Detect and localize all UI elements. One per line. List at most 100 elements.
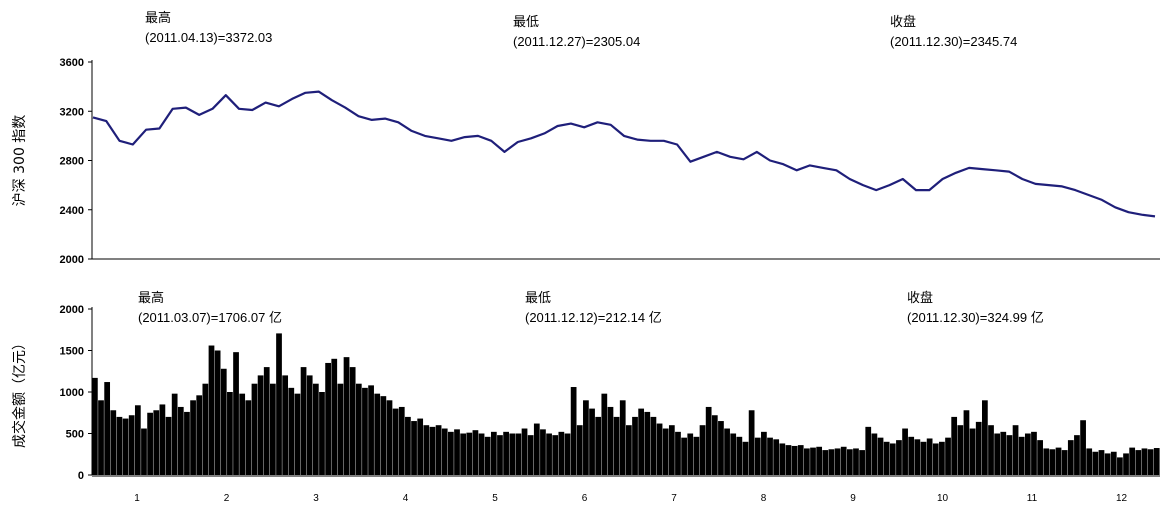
turnover-bar	[417, 418, 424, 475]
turnover-bar	[484, 436, 491, 475]
turnover-bar	[853, 448, 859, 475]
turnover-bar	[761, 431, 767, 475]
turnover-bar	[1018, 436, 1025, 475]
turnover-bar	[859, 450, 865, 475]
turnover-bar	[1123, 453, 1129, 475]
turnover-bar	[1031, 431, 1037, 475]
turnover-bar	[908, 436, 915, 475]
turnover-bar	[374, 393, 381, 475]
turnover-bar	[466, 432, 473, 475]
turnover-bar	[398, 406, 405, 475]
turnover-bar	[263, 367, 270, 475]
bottom-y-axis-label: 成交金额（亿元）	[11, 336, 28, 448]
turnover-bar	[1074, 435, 1080, 475]
x-tick-label: 1	[134, 493, 140, 504]
top-annotation-close: 收盘 (2011.12.30)=2345.74	[890, 12, 1017, 52]
x-tick-label: 7	[671, 493, 677, 504]
bottom-y-tick-label: 1000	[60, 387, 84, 399]
turnover-bar	[1037, 440, 1043, 475]
turnover-bar	[681, 437, 687, 475]
turnover-bar	[626, 425, 632, 475]
turnover-bar	[951, 416, 958, 475]
top-y-tick-label: 2800	[60, 156, 84, 168]
turnover-bar	[877, 437, 884, 475]
turnover-bar	[589, 408, 595, 475]
turnover-bar	[883, 441, 890, 475]
x-tick-label: 10	[937, 493, 949, 504]
turnover-bar	[705, 406, 712, 475]
turnover-bar	[656, 423, 663, 475]
bottom-y-tick-label: 500	[66, 429, 84, 441]
turnover-bar	[1067, 440, 1074, 475]
turnover-bar	[969, 428, 976, 475]
turnover-bar	[362, 387, 368, 475]
turnover-bar	[889, 443, 896, 475]
turnover-bar	[736, 436, 743, 475]
x-tick-label: 4	[403, 493, 409, 504]
turnover-bar	[441, 428, 448, 475]
turnover-bar	[1098, 450, 1105, 475]
turnover-bar	[914, 439, 921, 475]
turnover-bar	[896, 440, 902, 475]
top-y-tick-label: 3200	[60, 106, 84, 118]
turnover-bar	[699, 425, 706, 475]
turnover-bar	[208, 345, 215, 475]
turnover-bar	[171, 393, 178, 475]
turnover-bar	[454, 429, 460, 475]
top-y-tick-label: 2000	[60, 254, 84, 266]
turnover-bar	[564, 433, 571, 475]
turnover-bar	[122, 418, 129, 475]
turnover-bar	[546, 433, 552, 475]
turnover-bar	[834, 448, 841, 475]
turnover-bar	[337, 383, 344, 475]
turnover-bar	[448, 431, 454, 475]
turnover-bar	[1147, 449, 1154, 475]
turnover-bar	[214, 350, 221, 475]
turnover-bar	[1117, 457, 1123, 475]
turnover-bar	[392, 408, 399, 475]
turnover-bar	[423, 425, 430, 475]
turnover-bar	[754, 437, 761, 475]
turnover-bar	[583, 400, 589, 475]
turnover-bar	[116, 416, 123, 475]
turnover-bar	[239, 393, 246, 475]
turnover-bar	[963, 410, 970, 475]
turnover-bar	[724, 428, 730, 475]
turnover-bar	[1129, 447, 1136, 475]
turnover-bar	[632, 416, 638, 475]
turnover-bar	[503, 431, 509, 475]
turnover-bar	[644, 411, 651, 475]
turnover-bar	[558, 431, 565, 475]
turnover-bar	[1092, 451, 1099, 475]
bottom-annotation-high-text: (2011.03.07)=1706.07 亿	[138, 310, 282, 325]
x-tick-label: 2	[224, 493, 230, 504]
turnover-bar	[982, 400, 988, 475]
turnover-bar	[386, 400, 393, 475]
top-annotation-high-title: 最高	[145, 10, 172, 25]
turnover-bar	[368, 385, 374, 475]
turnover-bar	[865, 426, 872, 475]
x-tick-label: 6	[582, 493, 588, 504]
turnover-bar	[785, 445, 792, 475]
turnover-bar	[846, 449, 853, 475]
turnover-bar	[92, 377, 98, 475]
turnover-bar	[380, 396, 387, 475]
turnover-bar	[1061, 450, 1068, 475]
turnover-bar	[540, 429, 546, 475]
x-tick-label: 12	[1116, 493, 1128, 504]
turnover-bar	[638, 408, 645, 475]
turnover-bar	[994, 433, 1001, 475]
turnover-bar	[1049, 449, 1056, 475]
turnover-bar	[1135, 450, 1142, 475]
turnover-bar	[791, 445, 798, 475]
turnover-bar	[1153, 448, 1160, 475]
top-annotation-close-title: 收盘	[890, 14, 917, 29]
turnover-bar	[718, 421, 724, 475]
bottom-annotation-close-text: (2011.12.30)=324.99 亿	[907, 310, 1044, 325]
turnover-bar	[779, 443, 786, 475]
turnover-bar	[460, 433, 467, 475]
bottom-y-tick-label: 2000	[60, 304, 84, 316]
turnover-bar	[601, 393, 608, 475]
